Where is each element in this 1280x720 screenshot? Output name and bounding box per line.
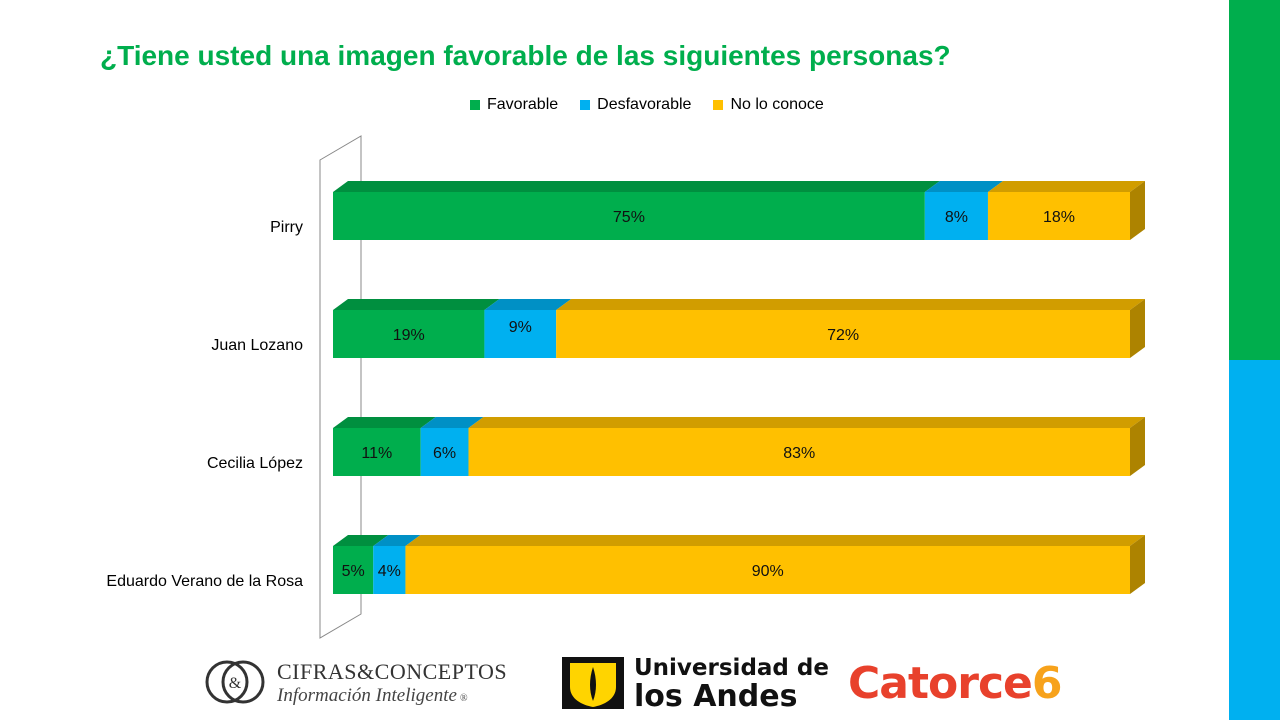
bar-top-no-lo-conoce-2 — [468, 417, 1145, 428]
bar-desfavorable-1 — [484, 310, 557, 358]
cifras-conceptos-logo: & CIFRAS&CONCEPTOS Información Inteligen… — [205, 653, 535, 709]
uniandes-logo: Universidad de los Andes — [562, 655, 829, 714]
legend-swatch-favorable — [470, 100, 480, 110]
category-label-1: Juan Lozano — [211, 337, 303, 354]
bar-top-no-lo-conoce-1 — [556, 299, 1145, 310]
chart-legend: Favorable Desfavorable No lo conoce — [470, 95, 824, 115]
cifras-mark-text: & — [229, 675, 242, 692]
bar-no-lo-conoce-3 — [405, 546, 1130, 594]
registered-mark: ® — [459, 693, 468, 704]
chart-title: ¿Tiene usted una imagen favorable de las… — [100, 40, 951, 71]
bar-top-no-lo-conoce-3 — [405, 535, 1145, 546]
catorce6-logo: Catorce6 — [848, 659, 1062, 709]
bar-top-desfavorable-0 — [924, 181, 1003, 192]
bar-no-lo-conoce-2 — [468, 428, 1130, 476]
bar-top-favorable-3 — [333, 535, 389, 546]
cifras-logo-line1: CIFRAS&CONCEPTOS — [277, 659, 508, 684]
axis-side-wall — [319, 135, 362, 639]
uniandes-shield-icon — [562, 657, 624, 709]
bar-top-no-lo-conoce-0 — [987, 181, 1145, 192]
bar-end-no-lo-conoce-1 — [1130, 299, 1145, 358]
legend-item-no-lo-conoce: No lo conoce — [713, 96, 824, 114]
data-label-desfavorable-1: 9% — [509, 319, 532, 336]
bar-top-desfavorable-3 — [373, 535, 421, 546]
bar-top-favorable-0 — [333, 181, 940, 192]
legend-label-favorable: Favorable — [487, 96, 559, 113]
bar-top-desfavorable-2 — [420, 417, 484, 428]
category-label-3: Eduardo Verano de la Rosa — [106, 573, 303, 590]
bar-top-desfavorable-1 — [484, 299, 572, 310]
data-label-desfavorable-0: 8% — [945, 209, 968, 226]
bar-favorable-2 — [333, 428, 421, 476]
data-label-favorable-1: 19% — [393, 327, 425, 344]
legend-swatch-desfavorable — [580, 100, 591, 110]
uniandes-logo-line1: Universidad de — [634, 655, 829, 681]
cifras-logo-line2: Información Inteligente ® — [277, 685, 468, 707]
bar-end-no-lo-conoce-0 — [1130, 181, 1145, 240]
data-label-desfavorable-2: 6% — [433, 445, 456, 462]
data-label-no-lo-conoce-0: 18% — [1043, 209, 1075, 226]
bar-favorable-0 — [333, 192, 925, 240]
data-label-favorable-3: 5% — [342, 563, 365, 580]
bar-favorable-1 — [333, 310, 485, 358]
data-label-desfavorable-3: 4% — [378, 563, 401, 580]
bar-desfavorable-2 — [420, 428, 469, 476]
data-label-no-lo-conoce-2: 83% — [783, 445, 815, 462]
bar-desfavorable-3 — [373, 546, 406, 594]
stacked-bar-chart: 75% 8% 18% Pirry 19% 9% 72% Juan Lozano 11% 6% 83%… — [106, 135, 1145, 639]
bar-top-favorable-2 — [333, 417, 436, 428]
bar-end-no-lo-conoce-3 — [1130, 535, 1145, 594]
bar-top-favorable-1 — [333, 299, 500, 310]
cifras-conceptos-mark-icon: & — [205, 660, 265, 704]
side-band-top — [1229, 0, 1280, 360]
data-label-no-lo-conoce-1: 72% — [827, 327, 859, 344]
bar-desfavorable-0 — [924, 192, 988, 240]
legend-item-desfavorable: Desfavorable — [580, 96, 691, 114]
data-label-favorable-0: 75% — [613, 209, 645, 226]
legend-item-favorable: Favorable — [470, 96, 558, 114]
cifras-logo-tagline: Información Inteligente — [277, 685, 457, 706]
bar-end-no-lo-conoce-2 — [1130, 417, 1145, 476]
legend-label-no-lo-conoce: No lo conoce — [730, 96, 824, 113]
bar-no-lo-conoce-1 — [556, 310, 1130, 358]
legend-swatch-no-lo-conoce — [713, 100, 724, 110]
legend-label-desfavorable: Desfavorable — [597, 96, 692, 113]
logo-strip: & CIFRAS&CONCEPTOS Información Inteligen… — [0, 645, 1229, 720]
category-label-0: Pirry — [270, 219, 303, 236]
data-label-favorable-2: 11% — [361, 445, 392, 462]
side-band-bottom — [1229, 360, 1280, 720]
data-label-no-lo-conoce-3: 90% — [752, 563, 784, 580]
uniandes-logo-line2: los Andes — [634, 679, 798, 714]
bar-favorable-3 — [333, 546, 374, 594]
catorce6-word: Catorce — [848, 658, 1033, 709]
category-label-2: Cecilia López — [207, 455, 303, 472]
catorce6-number: 6 — [1031, 658, 1063, 709]
bar-no-lo-conoce-0 — [987, 192, 1130, 240]
